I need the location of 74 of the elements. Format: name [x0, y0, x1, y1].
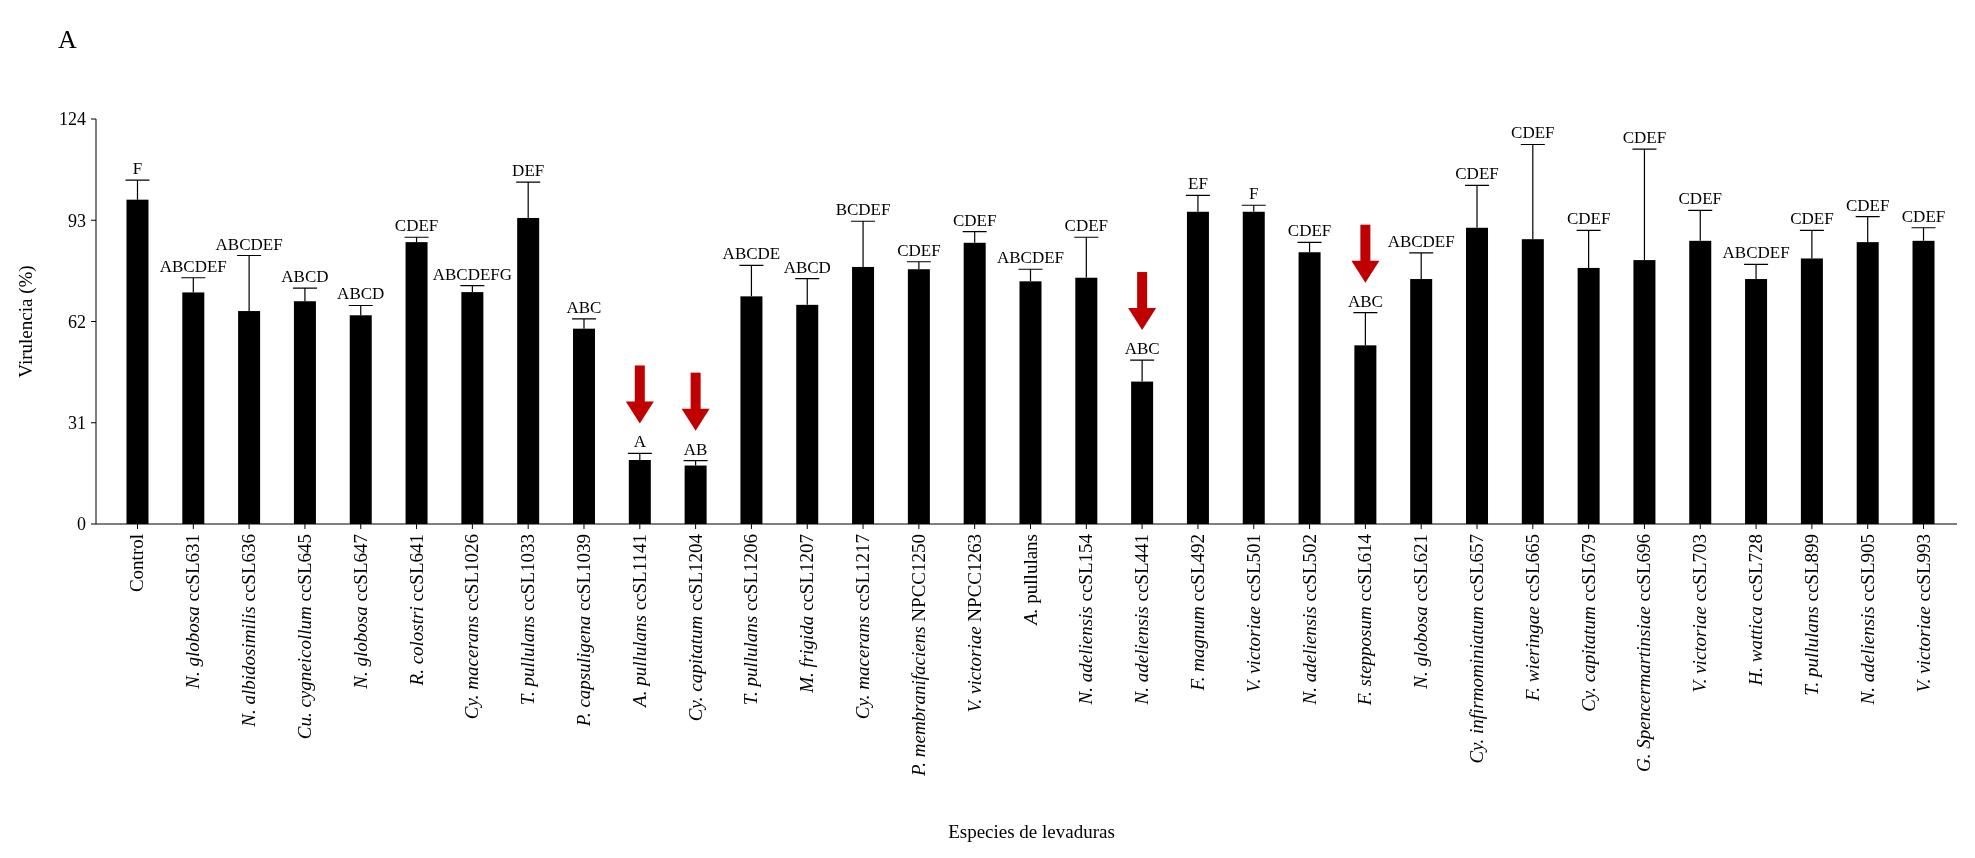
x-tick-label: N. globosa ccSL631 — [182, 534, 204, 690]
x-tick-label: Cy. capitatum ccSL679 — [1577, 534, 1599, 712]
x-tick-label: F. wieringae ccSL665 — [1521, 534, 1543, 702]
x-tick-label: P. capsuligena ccSL1039 — [572, 534, 594, 728]
x-tick-label: A. pullulans — [1019, 534, 1041, 627]
annotation: CDEF — [1511, 123, 1555, 143]
x-tick-label: N. adeliensis ccSL154 — [1075, 533, 1097, 706]
x-tick-label: F. magnum ccSL492 — [1186, 534, 1208, 692]
annotation: F — [1249, 184, 1259, 204]
annotation: ABCDEF — [996, 248, 1065, 268]
x-tick-label: N. adeliensis ccSL441 — [1131, 534, 1153, 706]
x-tick-label: M. frigida ccSL1207 — [796, 534, 818, 694]
y-axis-title: Virulencia (%) — [15, 265, 37, 378]
annotation: EF — [1188, 174, 1208, 194]
y-tick-label: 31 — [68, 413, 86, 434]
x-tick-label: N. globosa ccSL621 — [1410, 534, 1432, 690]
y-tick-label: 0 — [77, 514, 86, 535]
x-tick-label: V. victoriae ccSL703 — [1689, 534, 1711, 693]
x-tick-label: N. adeliensis ccSL905 — [1856, 534, 1878, 706]
x-tick-label: V. victoriae NPCC1263 — [963, 534, 985, 713]
annotation: ABC — [566, 297, 602, 317]
x-tick-label: Cy. infirmominiatum ccSL657 — [1466, 534, 1488, 764]
x-tick-label: N. globosa ccSL647 — [349, 534, 371, 690]
x-tick-label: H. wattica ccSL728 — [1745, 534, 1767, 687]
annotation: ABC — [1347, 291, 1383, 311]
y-tick-label: 124 — [59, 109, 86, 130]
annotation: F — [132, 159, 143, 179]
annotation: CDEF — [1566, 209, 1611, 229]
x-tick-label: Control — [126, 534, 148, 593]
annotation: CDEF — [952, 210, 997, 230]
x-tick-label: P. membranifaciens NPCC1250 — [907, 534, 929, 777]
annotation: ABCDEF — [1387, 231, 1455, 251]
annotation: DEF — [512, 161, 545, 181]
x-tick-label: F. stepposum ccSL614 — [1354, 533, 1376, 707]
annotation: CDEF — [1845, 195, 1890, 215]
annotation: ABCDEF — [1722, 243, 1790, 263]
x-tick-label: V. victoriae ccSL501 — [1242, 534, 1264, 693]
x-tick-label: Cy. macerans ccSL1026 — [461, 534, 483, 720]
chart-title: A — [58, 25, 77, 54]
annotation: CDEF — [1455, 164, 1499, 184]
x-tick-label: N. albidosimilis ccSL636 — [238, 534, 260, 728]
annotation: CDEF — [1622, 128, 1667, 148]
annotation: ABCDE — [722, 244, 781, 264]
annotation: CDEF — [897, 240, 941, 260]
x-tick-label: A. pullulans ccSL1141 — [628, 534, 650, 709]
annotation: BCDEF — [835, 200, 891, 220]
annotation: ABC — [1124, 339, 1160, 359]
annotation: ABCD — [281, 267, 329, 287]
annotation: AB — [683, 439, 708, 459]
x-tick-label: R. colostri ccSL641 — [405, 534, 427, 687]
x-tick-label: G. Spencermartinsiae ccSL696 — [1633, 534, 1655, 772]
x-tick-label: T. pullulans ccSL1033 — [517, 534, 539, 706]
x-tick-label: Cy. macerans ccSL1217 — [852, 534, 874, 720]
annotation: ABCD — [783, 257, 831, 277]
annotation: ABCDEF — [159, 256, 227, 276]
x-tick-label: V. victoriae ccSL993 — [1912, 534, 1934, 693]
x-tick-label: T. pullulans ccSL1206 — [740, 534, 762, 706]
annotation: CDEF — [1901, 206, 1946, 226]
annotation: CDEF — [394, 216, 439, 236]
annotation: CDEF — [1287, 221, 1332, 241]
annotation: A — [633, 432, 647, 452]
x-tick-label: Cu. cygneicollum ccSL645 — [293, 534, 315, 740]
y-tick-label: 62 — [68, 311, 86, 332]
x-tick-label: N. adeliensis ccSL502 — [1298, 534, 1320, 706]
x-tick-label: Cy. capitatum ccSL1204 — [684, 533, 706, 722]
annotation: ABCDEFG — [432, 264, 513, 284]
annotation: CDEF — [1678, 189, 1722, 209]
annotation: CDEF — [1790, 209, 1834, 229]
x-axis-title: Especies de levaduras — [948, 821, 1115, 842]
annotation: ABCD — [337, 284, 385, 304]
annotation: CDEF — [1064, 216, 1109, 236]
annotation: ABCDEF — [215, 234, 283, 254]
x-tick-label: T. pullulans ccSL899 — [1800, 534, 1822, 696]
y-tick-label: 93 — [68, 210, 86, 231]
